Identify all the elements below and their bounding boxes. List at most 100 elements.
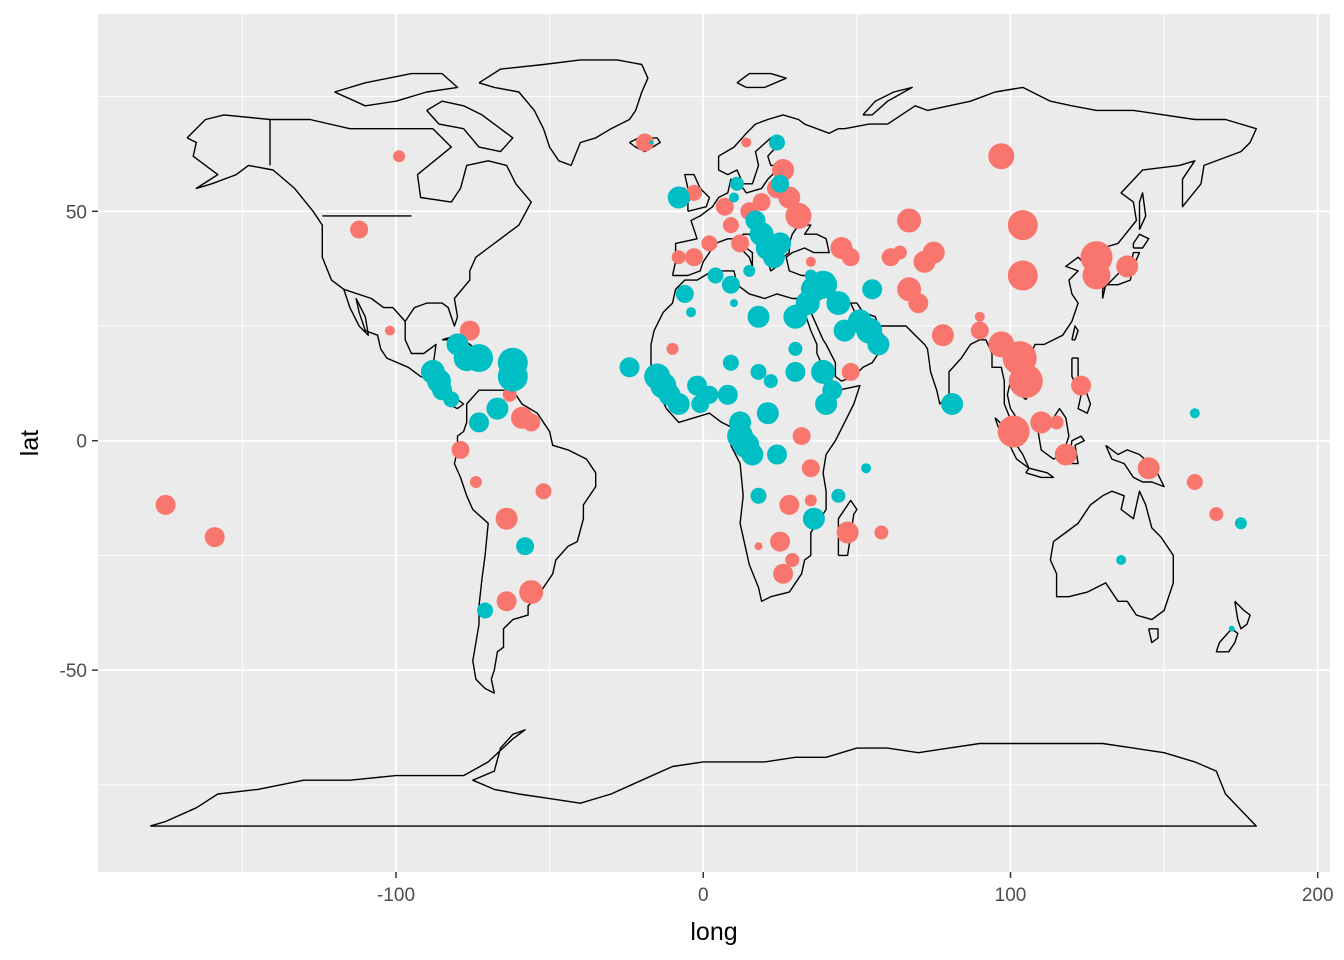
outline-novaya-zemlya (862, 86, 913, 116)
data-point (752, 193, 771, 212)
data-point (667, 186, 690, 209)
outline-north-america (186, 114, 532, 410)
data-point (1082, 261, 1111, 290)
data-point (729, 192, 739, 203)
data-point (941, 393, 964, 415)
data-point (988, 143, 1015, 170)
data-point (862, 279, 883, 300)
data-point (841, 248, 860, 267)
data-point (701, 235, 718, 252)
data-point (762, 246, 785, 269)
x-tick-label: 100 (995, 885, 1027, 906)
data-point (649, 140, 653, 145)
data-point (1007, 210, 1038, 241)
x-tick-label: 200 (1302, 885, 1334, 906)
data-point (686, 184, 702, 201)
data-point (771, 174, 790, 193)
data-point (801, 459, 820, 478)
y-axis-title: lat (16, 430, 44, 456)
data-point (831, 488, 846, 503)
data-point (747, 305, 770, 328)
outline-new-guinea (1105, 444, 1165, 488)
data-point (496, 591, 517, 612)
data-point (1007, 260, 1038, 291)
data-point (874, 525, 889, 540)
data-point (635, 133, 654, 152)
data-point (700, 385, 719, 404)
data-point (756, 402, 779, 425)
data-point (970, 321, 989, 340)
data-point (908, 293, 929, 314)
data-point (730, 299, 738, 308)
y-tick-label: -50 (60, 661, 87, 682)
data-point (722, 217, 739, 234)
data-point (619, 357, 640, 378)
data-point (730, 176, 744, 191)
data-point (685, 248, 703, 267)
outline-mex-border (343, 288, 406, 322)
data-point (785, 553, 800, 567)
data-point (1116, 255, 1139, 278)
x-tick-label: -100 (377, 885, 415, 906)
data-point (717, 384, 738, 405)
outline-new-zealand-n (1234, 600, 1251, 630)
data-point (1228, 625, 1235, 632)
outline-sakhalin (1138, 192, 1147, 230)
data-point (767, 444, 787, 465)
data-point (535, 483, 552, 500)
plot-panel (98, 14, 1330, 872)
data-point (770, 531, 791, 552)
data-point (741, 137, 752, 148)
data-point (384, 325, 395, 336)
data-point (707, 267, 724, 284)
data-point (1137, 457, 1160, 480)
data-point (1189, 408, 1200, 419)
data-point (892, 245, 907, 260)
data-point (1008, 364, 1043, 399)
data-point (785, 202, 812, 229)
data-point (469, 476, 482, 488)
data-point (804, 269, 817, 282)
data-points (155, 133, 1247, 632)
data-point (486, 397, 509, 420)
data-point (750, 363, 767, 380)
outline-taiwan (1071, 325, 1079, 341)
y-tick-label: 50 (66, 202, 87, 223)
outline-java (1025, 467, 1055, 479)
data-point (1116, 555, 1127, 565)
data-point (469, 412, 489, 433)
data-point (974, 311, 985, 322)
data-point (763, 374, 778, 389)
data-point (811, 359, 836, 384)
data-point (686, 307, 696, 318)
data-point (743, 264, 756, 277)
outline-japan (1101, 251, 1141, 299)
x-tick-label: 0 (698, 885, 709, 906)
data-point (779, 494, 800, 515)
data-point (1209, 507, 1224, 522)
data-point (671, 250, 686, 265)
data-point (393, 150, 406, 163)
data-point (861, 463, 872, 474)
data-point (804, 494, 817, 507)
data-point (826, 291, 851, 316)
outline-sulawesi (1068, 435, 1085, 465)
data-point (666, 342, 679, 355)
data-point (465, 344, 493, 373)
data-point (451, 440, 470, 459)
outline-svalbard (736, 72, 787, 89)
data-point (867, 333, 890, 356)
data-point (1186, 474, 1203, 490)
data-point (1054, 443, 1077, 466)
data-point (1071, 375, 1092, 396)
data-point (443, 391, 460, 408)
data-point (516, 537, 535, 556)
outline-hokkaido (1132, 233, 1150, 249)
data-point (931, 324, 954, 347)
outline-south-america (453, 389, 597, 694)
outline-tasmania (1148, 628, 1159, 644)
outline-arctic-islands (334, 72, 459, 107)
outline-antarctica (149, 729, 1257, 827)
data-point (805, 256, 816, 267)
